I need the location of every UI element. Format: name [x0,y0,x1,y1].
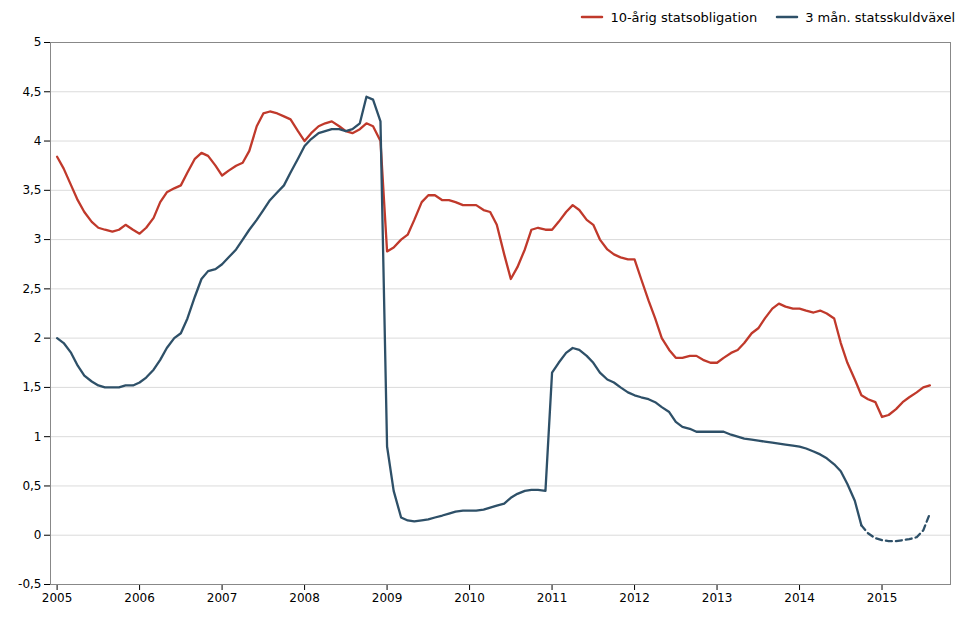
svg-text:0,5: 0,5 [22,479,41,493]
svg-text:-0,5: -0,5 [18,577,41,591]
svg-text:2006: 2006 [124,591,155,605]
svg-text:2011: 2011 [537,591,568,605]
svg-text:3: 3 [34,232,42,246]
svg-text:4,5: 4,5 [22,85,41,99]
html-text:10-årig statsobligation: 10-årig statsobligation [610,9,758,25]
svg-text:1: 1 [34,430,42,444]
svg-text:2005: 2005 [42,591,73,605]
svg-text:3,5: 3,5 [22,183,41,197]
svg-text:2013: 2013 [702,591,733,605]
svg-text:2008: 2008 [289,591,320,605]
svg-text:2014: 2014 [784,591,815,605]
svg-text:4: 4 [34,134,42,148]
svg-text:0: 0 [34,528,42,542]
svg-text:5: 5 [34,35,42,49]
svg-text:1,5: 1,5 [22,380,41,394]
svg-text:2: 2 [34,331,42,345]
svg-text:2007: 2007 [207,591,238,605]
svg-text:2009: 2009 [372,591,403,605]
svg-text:2015: 2015 [867,591,898,605]
svg-text:2,5: 2,5 [22,282,41,296]
html-text:3 mån. statsskuldväxel: 3 mån. statsskuldväxel [805,9,955,25]
svg-text:2012: 2012 [619,591,650,605]
svg-text:2010: 2010 [454,591,485,605]
